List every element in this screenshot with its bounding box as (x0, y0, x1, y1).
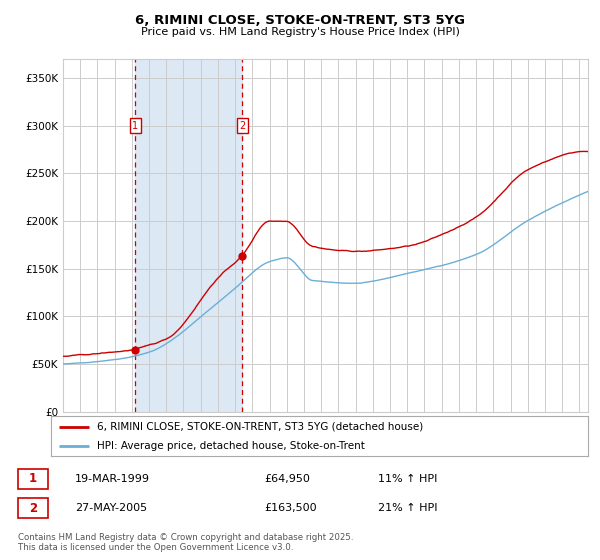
Text: 6, RIMINI CLOSE, STOKE-ON-TRENT, ST3 5YG (detached house): 6, RIMINI CLOSE, STOKE-ON-TRENT, ST3 5YG… (97, 422, 423, 432)
Text: 19-MAR-1999: 19-MAR-1999 (75, 474, 150, 484)
Bar (136, 59, 242, 412)
Text: 6, RIMINI CLOSE, STOKE-ON-TRENT, ST3 5YG: 6, RIMINI CLOSE, STOKE-ON-TRENT, ST3 5YG (135, 14, 465, 27)
Text: Price paid vs. HM Land Registry's House Price Index (HPI): Price paid vs. HM Land Registry's House … (140, 27, 460, 37)
FancyBboxPatch shape (18, 469, 48, 488)
Text: 1: 1 (133, 120, 139, 130)
FancyBboxPatch shape (18, 498, 48, 518)
Text: 21% ↑ HPI: 21% ↑ HPI (378, 503, 437, 513)
Text: 2: 2 (239, 120, 245, 130)
Text: 2: 2 (29, 502, 37, 515)
Text: 27-MAY-2005: 27-MAY-2005 (75, 503, 147, 513)
Text: £163,500: £163,500 (264, 503, 317, 513)
Text: £64,950: £64,950 (264, 474, 310, 484)
Text: HPI: Average price, detached house, Stoke-on-Trent: HPI: Average price, detached house, Stok… (97, 441, 365, 450)
Text: 1: 1 (29, 472, 37, 486)
Text: 11% ↑ HPI: 11% ↑ HPI (378, 474, 437, 484)
Text: Contains HM Land Registry data © Crown copyright and database right 2025.
This d: Contains HM Land Registry data © Crown c… (18, 533, 353, 552)
